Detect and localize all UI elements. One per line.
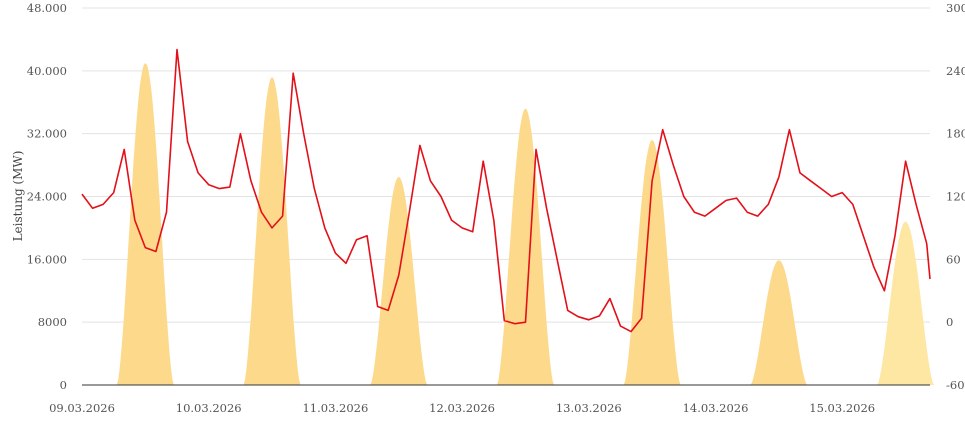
demand-line <box>81 48 931 333</box>
solar-area-series <box>116 63 935 385</box>
y-tick-label: 8000 <box>38 315 67 329</box>
x-axis: 09.03.2026 10.03.2026 11.03.2026 12.03.2026… <box>49 401 875 415</box>
x-tick-label: 15.03.2026 <box>809 401 875 415</box>
x-tick-label: 12.03.2026 <box>429 401 495 415</box>
y2-tick-label: 180 <box>946 127 965 141</box>
y-tick-label: 16.000 <box>27 252 67 266</box>
y-axis-right: -60 0 60 120 180 240 300 <box>946 1 965 392</box>
y-tick-label: 40.000 <box>27 64 67 78</box>
y2-tick-label: -60 <box>946 378 965 392</box>
y-axis-title: Leistung (MW) <box>11 151 25 242</box>
y-tick-label: 48.000 <box>27 1 67 15</box>
solar-area-day <box>496 108 554 385</box>
x-tick-label: 10.03.2026 <box>176 401 242 415</box>
x-tick-label: 11.03.2026 <box>302 401 368 415</box>
y2-tick-label: 240 <box>946 64 965 78</box>
x-tick-label: 09.03.2026 <box>49 401 115 415</box>
demand-line-series <box>81 48 931 333</box>
x-tick-label: 13.03.2026 <box>556 401 622 415</box>
y-tick-label: 32.000 <box>27 127 67 141</box>
solar-area-day <box>877 221 935 385</box>
grid-lines <box>82 7 930 323</box>
y-tick-label: 0 <box>60 378 67 392</box>
solar-area-day <box>750 260 808 385</box>
y-axis-left: 0 8000 16.000 24.000 32.000 40.000 48.000 <box>27 1 67 392</box>
y2-tick-label: 120 <box>946 190 965 204</box>
y2-tick-label: 60 <box>946 252 961 266</box>
solar-area-day <box>116 63 174 385</box>
y2-tick-label: 0 <box>946 315 953 329</box>
y2-tick-label: 300 <box>946 1 965 15</box>
y-tick-label: 24.000 <box>27 190 67 204</box>
solar-area-day <box>243 77 301 385</box>
solar-area-day <box>370 176 428 385</box>
x-tick-label: 14.03.2026 <box>683 401 749 415</box>
